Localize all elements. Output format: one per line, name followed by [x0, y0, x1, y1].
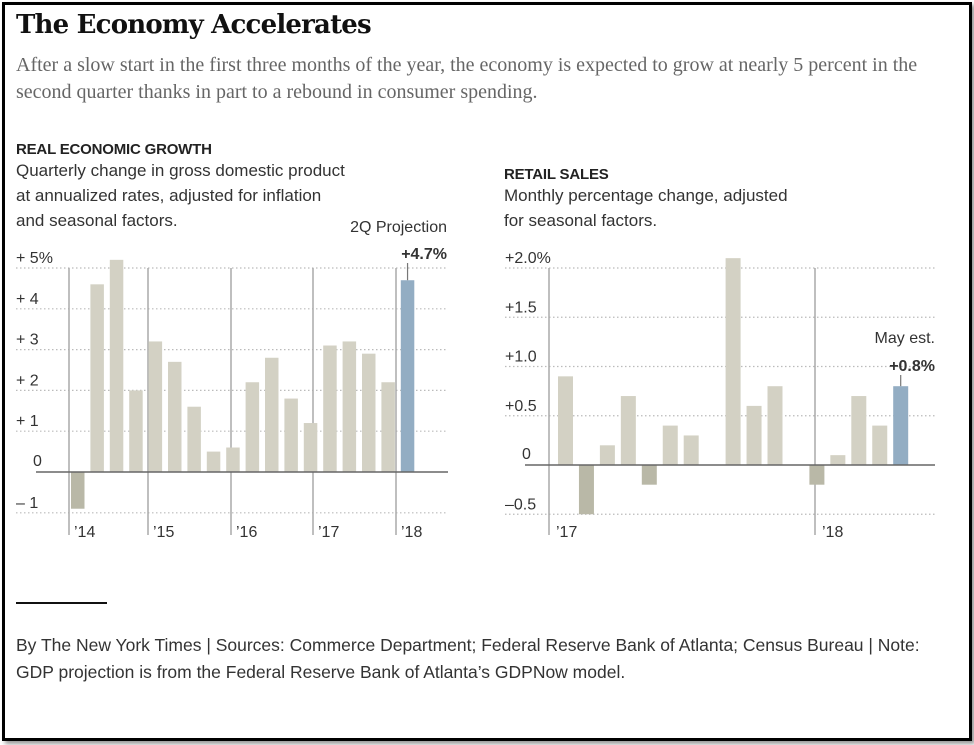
- gdp-bar: [187, 406, 201, 472]
- retail-annotation-value: +0.8%: [889, 358, 935, 375]
- retail-chart-kicker: RETAIL SALES: [504, 166, 609, 183]
- gdp-bar: [342, 341, 357, 472]
- gdp-y-tick-label: + 4: [16, 291, 39, 308]
- retail-bar: [558, 376, 573, 465]
- gdp-year-label: ’18: [401, 524, 422, 541]
- gdp-bar: [71, 472, 85, 509]
- retail-bar: [746, 405, 762, 465]
- retail-y-tick-label: +2.0%: [505, 250, 551, 267]
- gdp-annotation-value: +4.7%: [401, 246, 447, 263]
- gdp-bar: [381, 382, 395, 472]
- gdp-bar: [168, 361, 182, 472]
- gdp-bar: [226, 447, 240, 472]
- gdp-bar: [400, 280, 415, 472]
- gdp-bar: [323, 345, 337, 472]
- retail-bar: [641, 465, 657, 485]
- retail-annotation-label: May est.: [875, 330, 935, 347]
- page-subtitle: After a slow start in the first three mo…: [16, 54, 918, 103]
- retail-bar: [578, 465, 594, 515]
- gdp-y-tick-label: + 2: [16, 372, 39, 389]
- footer-rule: [16, 602, 107, 604]
- gdp-bar: [148, 341, 163, 472]
- retail-bar: [767, 386, 783, 465]
- retail-bar: [851, 396, 867, 465]
- gdp-y-tick-label: – 1: [16, 495, 38, 512]
- retail-y-tick-label: +0.5: [505, 398, 537, 415]
- gdp-y-tick-label: + 5%: [16, 250, 53, 267]
- retail-chart-description: Monthly percentage change, adjusted for …: [504, 186, 788, 230]
- retail-bar: [683, 435, 699, 465]
- gdp-bar: [129, 390, 143, 472]
- gdp-chart-kicker: REAL ECONOMIC GROWTH: [16, 141, 212, 158]
- gdp-chart-header: REAL ECONOMIC GROWTH Quarterly change in…: [16, 141, 346, 233]
- gdp-year-label: ’16: [236, 524, 257, 541]
- gdp-year-label: ’15: [153, 524, 174, 541]
- gdp-annotation-label: 2Q Projection: [350, 219, 447, 236]
- retail-y-tick-label: +1.0: [505, 349, 537, 366]
- retail-year-label: ’17: [556, 524, 577, 541]
- retail-y-tick-label: +1.5: [505, 299, 537, 316]
- gdp-bar: [206, 451, 221, 472]
- gdp-bar: [303, 423, 318, 472]
- gdp-bar: [362, 353, 376, 472]
- page-title: The Economy Accelerates: [16, 10, 372, 40]
- retail-bar: [809, 465, 825, 485]
- retail-bar: [893, 386, 909, 465]
- gdp-chart-description: Quarterly change in gross domestic produ…: [16, 161, 345, 230]
- gdp-bar: [265, 357, 279, 472]
- retail-y-tick-label: 0: [522, 446, 531, 463]
- retail-chart-header: RETAIL SALES Monthly percentage change, …: [504, 166, 794, 233]
- gdp-bar: [245, 382, 260, 472]
- gdp-y-tick-label: 0: [33, 453, 42, 470]
- source-credit: By The New York Times | Sources: Commerc…: [16, 635, 920, 682]
- gdp-year-label: ’17: [318, 524, 339, 541]
- retail-bar: [872, 425, 888, 465]
- retail-year-label: ’18: [822, 524, 843, 541]
- gdp-y-tick-label: + 1: [16, 413, 39, 430]
- gdp-bar: [90, 284, 104, 472]
- retail-bar: [599, 445, 615, 465]
- retail-bar: [620, 396, 636, 465]
- gdp-year-label: ’14: [74, 524, 95, 541]
- gdp-bar: [109, 259, 124, 472]
- gdp-bar: [284, 398, 298, 472]
- retail-bar: [725, 258, 741, 465]
- retail-y-tick-label: –0.5: [505, 496, 536, 513]
- retail-bar: [662, 425, 678, 465]
- retail-bar: [830, 455, 846, 465]
- gdp-y-tick-label: + 3: [16, 332, 39, 349]
